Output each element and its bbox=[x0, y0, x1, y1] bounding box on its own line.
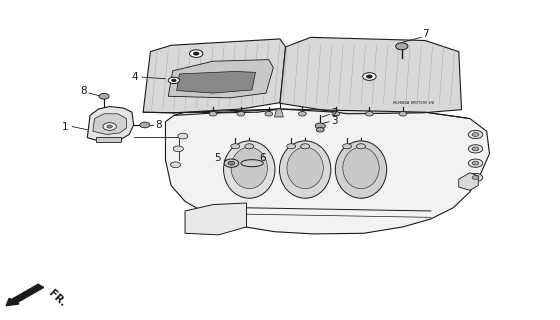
Circle shape bbox=[237, 112, 245, 116]
Polygon shape bbox=[143, 39, 286, 113]
Text: 1: 1 bbox=[62, 122, 68, 132]
Circle shape bbox=[171, 79, 176, 82]
Circle shape bbox=[395, 43, 408, 50]
Ellipse shape bbox=[231, 147, 268, 189]
Polygon shape bbox=[459, 173, 478, 190]
Circle shape bbox=[265, 112, 273, 116]
Circle shape bbox=[468, 173, 483, 182]
Circle shape bbox=[316, 127, 324, 132]
Circle shape bbox=[472, 176, 479, 180]
Circle shape bbox=[287, 144, 296, 149]
Ellipse shape bbox=[241, 160, 263, 167]
Circle shape bbox=[140, 122, 150, 128]
Circle shape bbox=[209, 112, 217, 116]
Circle shape bbox=[468, 159, 483, 167]
Text: FR.: FR. bbox=[46, 288, 68, 308]
Circle shape bbox=[315, 123, 325, 129]
Circle shape bbox=[343, 144, 352, 149]
Circle shape bbox=[245, 144, 254, 149]
Polygon shape bbox=[166, 109, 489, 234]
Text: 3: 3 bbox=[332, 116, 338, 126]
Circle shape bbox=[103, 123, 116, 130]
Circle shape bbox=[468, 130, 483, 139]
Circle shape bbox=[107, 125, 113, 128]
Circle shape bbox=[99, 93, 109, 99]
Polygon shape bbox=[96, 137, 121, 141]
Polygon shape bbox=[280, 37, 461, 114]
Circle shape bbox=[170, 162, 180, 168]
Circle shape bbox=[367, 75, 372, 78]
Circle shape bbox=[472, 161, 479, 165]
Circle shape bbox=[472, 132, 479, 136]
Polygon shape bbox=[168, 60, 273, 98]
Circle shape bbox=[193, 52, 199, 55]
Polygon shape bbox=[274, 109, 283, 117]
Circle shape bbox=[357, 144, 366, 149]
Text: 4: 4 bbox=[132, 72, 138, 82]
Text: 7: 7 bbox=[422, 29, 428, 39]
Text: 8: 8 bbox=[155, 120, 161, 130]
Circle shape bbox=[472, 147, 479, 151]
Circle shape bbox=[189, 50, 203, 57]
Circle shape bbox=[301, 144, 310, 149]
Circle shape bbox=[231, 144, 240, 149]
Circle shape bbox=[228, 161, 235, 165]
Text: 5: 5 bbox=[214, 153, 221, 163]
Circle shape bbox=[332, 112, 340, 116]
Polygon shape bbox=[176, 71, 255, 93]
Circle shape bbox=[178, 133, 188, 139]
Circle shape bbox=[298, 112, 306, 116]
Polygon shape bbox=[185, 203, 246, 235]
Text: 8: 8 bbox=[80, 86, 87, 97]
Circle shape bbox=[366, 112, 374, 116]
Circle shape bbox=[468, 145, 483, 153]
Polygon shape bbox=[87, 107, 134, 141]
Circle shape bbox=[363, 73, 376, 80]
Circle shape bbox=[399, 112, 407, 116]
FancyArrow shape bbox=[6, 284, 44, 306]
Circle shape bbox=[168, 77, 179, 84]
Ellipse shape bbox=[279, 141, 331, 198]
Text: 2: 2 bbox=[332, 108, 338, 118]
Ellipse shape bbox=[335, 141, 387, 198]
Circle shape bbox=[173, 146, 183, 152]
Text: 6: 6 bbox=[259, 153, 265, 163]
Circle shape bbox=[224, 159, 239, 167]
Ellipse shape bbox=[343, 147, 379, 189]
Polygon shape bbox=[93, 114, 127, 134]
Ellipse shape bbox=[287, 147, 323, 189]
Text: HONDA MOTOR V6: HONDA MOTOR V6 bbox=[394, 101, 435, 105]
Ellipse shape bbox=[223, 141, 275, 198]
